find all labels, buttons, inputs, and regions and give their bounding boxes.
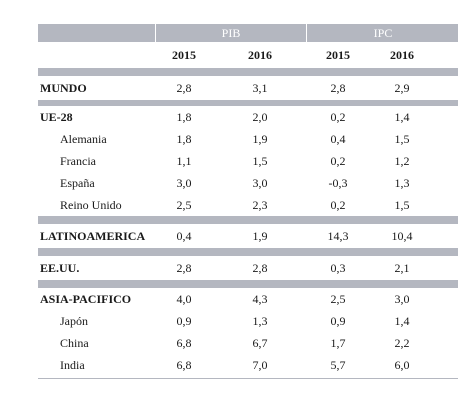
row-label: India [60,357,85,372]
cell-ipc-2015: 0,9 [330,313,346,328]
table-row-mundo: MUNDO 2,8 3,1 2,8 2,9 [38,76,458,100]
cell-ipc-2015: 0,2 [330,197,346,212]
section-separator [38,280,458,288]
group-header-band: PIB IPC [38,24,458,42]
cell-ipc-2016: 2,2 [394,335,410,350]
cell-ipc-2016: 1,3 [394,175,410,190]
cell-pib-2015: 1,8 [176,131,192,146]
cell-pib-2016: 3,1 [252,80,268,95]
cell-ipc-2016: 1,2 [394,153,410,168]
cell-ipc-2016: 2,1 [394,260,410,275]
section-separator [38,216,458,224]
cell-pib-2015: 1,8 [176,109,192,124]
section-separator [38,100,458,106]
cell-pib-2015: 2,5 [176,197,192,212]
year-header-row: 2015 2016 2015 2016 [38,42,458,68]
row-label: Reino Unido [60,197,122,212]
table-row-eeuu: EE.UU. 2,8 2,8 0,3 2,1 [38,256,458,280]
year-header-ipc-2016: 2016 [390,47,414,62]
row-label: ASIA-PACIFICO [40,291,132,306]
cell-pib-2015: 3,0 [176,175,192,190]
table-row-china: China 6,8 6,7 1,7 2,2 [38,332,458,354]
cell-ipc-2015: 14,3 [327,228,349,243]
cell-ipc-2015: 2,5 [330,291,346,306]
economic-indicators-table: PIB IPC 2015 2016 2015 2016 MUNDO 2,8 3,… [38,24,458,379]
cell-ipc-2015: 0,2 [330,109,346,124]
cell-pib-2016: 2,3 [252,197,268,212]
cell-ipc-2016: 1,4 [394,109,410,124]
row-label: Alemania [60,131,107,146]
cell-ipc-2016: 6,0 [394,357,410,372]
cell-pib-2015: 6,8 [176,357,192,372]
table-row-india: India 6,8 7,0 5,7 6,0 [38,354,458,376]
cell-ipc-2016: 1,4 [394,313,410,328]
cell-pib-2016: 1,5 [252,153,268,168]
cell-pib-2016: 3,0 [252,175,268,190]
cell-pib-2015: 2,8 [176,260,192,275]
cell-pib-2015: 4,0 [176,291,192,306]
table-row-ue28: UE-28 1,8 2,0 0,2 1,4 [38,106,458,128]
cell-ipc-2015: 1,7 [330,335,346,350]
table-row-japon: Japón 0,9 1,3 0,9 1,4 [38,310,458,332]
year-header-ipc-2015: 2015 [326,47,350,62]
cell-ipc-2016: 3,0 [394,291,410,306]
table-bottom-rule [38,378,458,379]
row-label: LATINOAMERICA [40,228,146,243]
table-row-alemania: Alemania 1,8 1,9 0,4 1,5 [38,128,458,150]
table-row-reino-unido: Reino Unido 2,5 2,3 0,2 1,5 [38,194,458,216]
cell-ipc-2016: 10,4 [391,228,413,243]
cell-pib-2016: 2,8 [252,260,268,275]
cell-pib-2016: 6,7 [252,335,268,350]
row-label: Francia [60,153,96,168]
cell-pib-2015: 0,9 [176,313,192,328]
cell-pib-2016: 1,9 [252,131,268,146]
cell-pib-2016: 1,9 [252,228,268,243]
section-separator [38,68,458,76]
row-label: EE.UU. [40,260,80,275]
cell-pib-2016: 4,3 [252,291,268,306]
table-row-latinoamerica: LATINOAMERICA 0,4 1,9 14,3 10,4 [38,224,458,248]
row-label: UE-28 [40,109,73,124]
cell-pib-2015: 2,8 [176,80,192,95]
cell-pib-2015: 1,1 [176,153,192,168]
table-row-espana: España 3,0 3,0 -0,3 1,3 [38,172,458,194]
cell-pib-2015: 0,4 [176,228,192,243]
cell-pib-2016: 7,0 [252,357,268,372]
cell-ipc-2015: -0,3 [328,175,348,190]
cell-pib-2015: 6,8 [176,335,192,350]
row-label: España [60,175,95,190]
year-header-pib-2015: 2015 [172,47,196,62]
year-header-pib-2016: 2016 [248,47,272,62]
group-header-pib: PIB [155,24,306,42]
cell-ipc-2015: 5,7 [330,357,346,372]
group-header-ipc: IPC [306,24,459,42]
cell-ipc-2016: 1,5 [394,131,410,146]
table-row-francia: Francia 1,1 1,5 0,2 1,2 [38,150,458,172]
cell-ipc-2015: 0,3 [330,260,346,275]
cell-ipc-2015: 0,4 [330,131,346,146]
row-label: China [60,335,89,350]
row-label: Japón [60,313,88,328]
section-separator [38,248,458,256]
cell-ipc-2015: 0,2 [330,153,346,168]
cell-ipc-2016: 1,5 [394,197,410,212]
cell-ipc-2016: 2,9 [394,80,410,95]
cell-pib-2016: 2,0 [252,109,268,124]
cell-ipc-2015: 2,8 [330,80,346,95]
row-label: MUNDO [40,80,87,95]
table-row-asia-pacifico: ASIA-PACIFICO 4,0 4,3 2,5 3,0 [38,288,458,310]
cell-pib-2016: 1,3 [252,313,268,328]
